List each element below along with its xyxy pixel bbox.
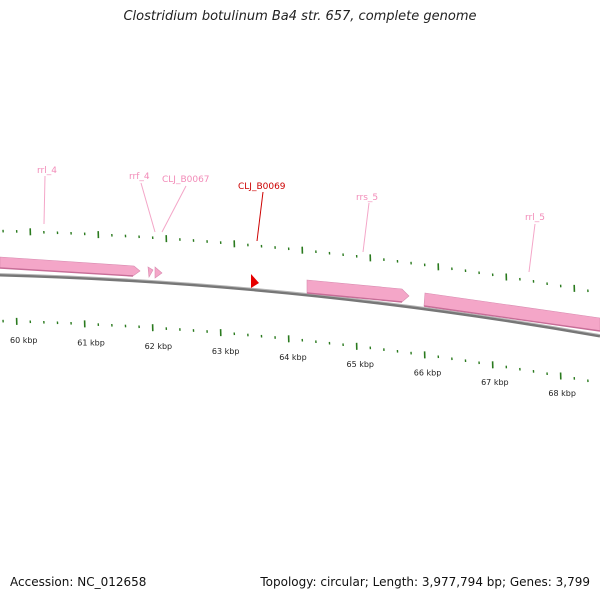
scale-label: 60 kbp	[10, 336, 38, 345]
feature-rrf-4[interactable]	[147, 266, 154, 278]
leader-rrs-5	[362, 202, 370, 253]
leader-rrf-4	[140, 182, 156, 233]
map-title: Clostridium botulinum Ba4 str. 657, comp…	[123, 9, 477, 24]
scale-labels: 60 kbp 61 kbp 62 kbp 63 kbp 64 kbp 65 kbp 66 k…	[10, 336, 576, 398]
feature-labels: rrl_4 rrf_4 CLJ_B0067 CLJ_B0069 rrs_5 rr…	[37, 166, 545, 223]
label-clj-b0069: CLJ_B0069	[238, 182, 286, 192]
scale-label: 65 kbp	[347, 360, 375, 369]
scale-label: 61 kbp	[77, 339, 105, 348]
leader-rrl-5	[528, 223, 536, 273]
label-rrs-5: rrs_5	[356, 193, 378, 203]
label-clj-b0067: CLJ_B0067	[162, 175, 210, 185]
label-rrl-4: rrl_4	[37, 166, 57, 176]
genome-backbone-highlight	[0, 273, 600, 336]
feature-rrl-5[interactable]	[423, 292, 600, 332]
genome-summary-text: Topology: circular; Length: 3,977,794 bp…	[260, 575, 590, 589]
genome-backbone	[0, 273, 600, 338]
feature-clj-b0067[interactable]	[154, 266, 163, 279]
scale-label: 64 kbp	[279, 353, 307, 362]
leader-clj-b0069	[256, 191, 264, 242]
scale-label: 66 kbp	[414, 369, 442, 378]
scale-label: 68 kbp	[548, 389, 576, 398]
inner-tick-track	[2, 317, 589, 383]
leader-rrl-4	[43, 175, 46, 225]
feature-clj-b0069[interactable]	[251, 274, 259, 288]
feature-leaders	[43, 175, 536, 273]
feature-track	[0, 256, 600, 332]
scale-label: 67 kbp	[481, 378, 509, 387]
scale-label: 63 kbp	[212, 347, 240, 356]
label-rrl-5: rrl_5	[525, 213, 545, 223]
leader-clj-b0067	[161, 185, 187, 233]
label-rrf-4: rrf_4	[129, 172, 150, 182]
feature-rrs-5[interactable]	[306, 279, 410, 303]
outer-tick-track	[2, 228, 589, 293]
scale-label: 62 kbp	[145, 342, 173, 351]
accession-text: Accession: NC_012658	[10, 575, 147, 589]
feature-rrl-4[interactable]	[0, 256, 141, 277]
